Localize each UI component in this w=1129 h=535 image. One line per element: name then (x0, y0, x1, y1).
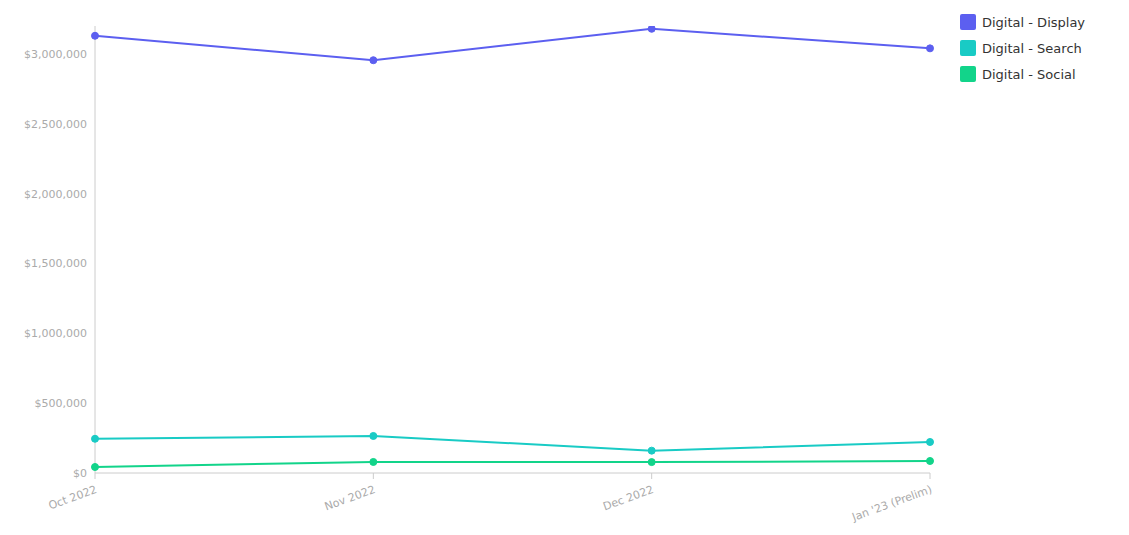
html-text:Digital - Display: Digital - Display (982, 14, 1085, 30)
svg-text:Nov 2022: Nov 2022 (323, 483, 377, 513)
svg-text:$1,500,000: $1,500,000 (24, 257, 87, 270)
html-text:Digital - Social: Digital - Social (982, 66, 1076, 82)
svg-text:$500,000: $500,000 (35, 397, 88, 410)
svg-text:Oct 2022: Oct 2022 (47, 483, 99, 512)
svg-text:Dec 2022: Dec 2022 (601, 483, 655, 513)
svg-text:$1,000,000: $1,000,000 (24, 327, 87, 340)
svg-text:$2,500,000: $2,500,000 (24, 118, 87, 131)
svg-text:$2,000,000: $2,000,000 (24, 188, 87, 201)
svg-text:$3,000,000: $3,000,000 (24, 48, 87, 61)
html-text:Digital - Search: Digital - Search (982, 40, 1082, 56)
svg-text:$0: $0 (73, 467, 87, 480)
svg-text:Jan '23 (Prelim): Jan '23 (Prelim) (849, 483, 933, 524)
